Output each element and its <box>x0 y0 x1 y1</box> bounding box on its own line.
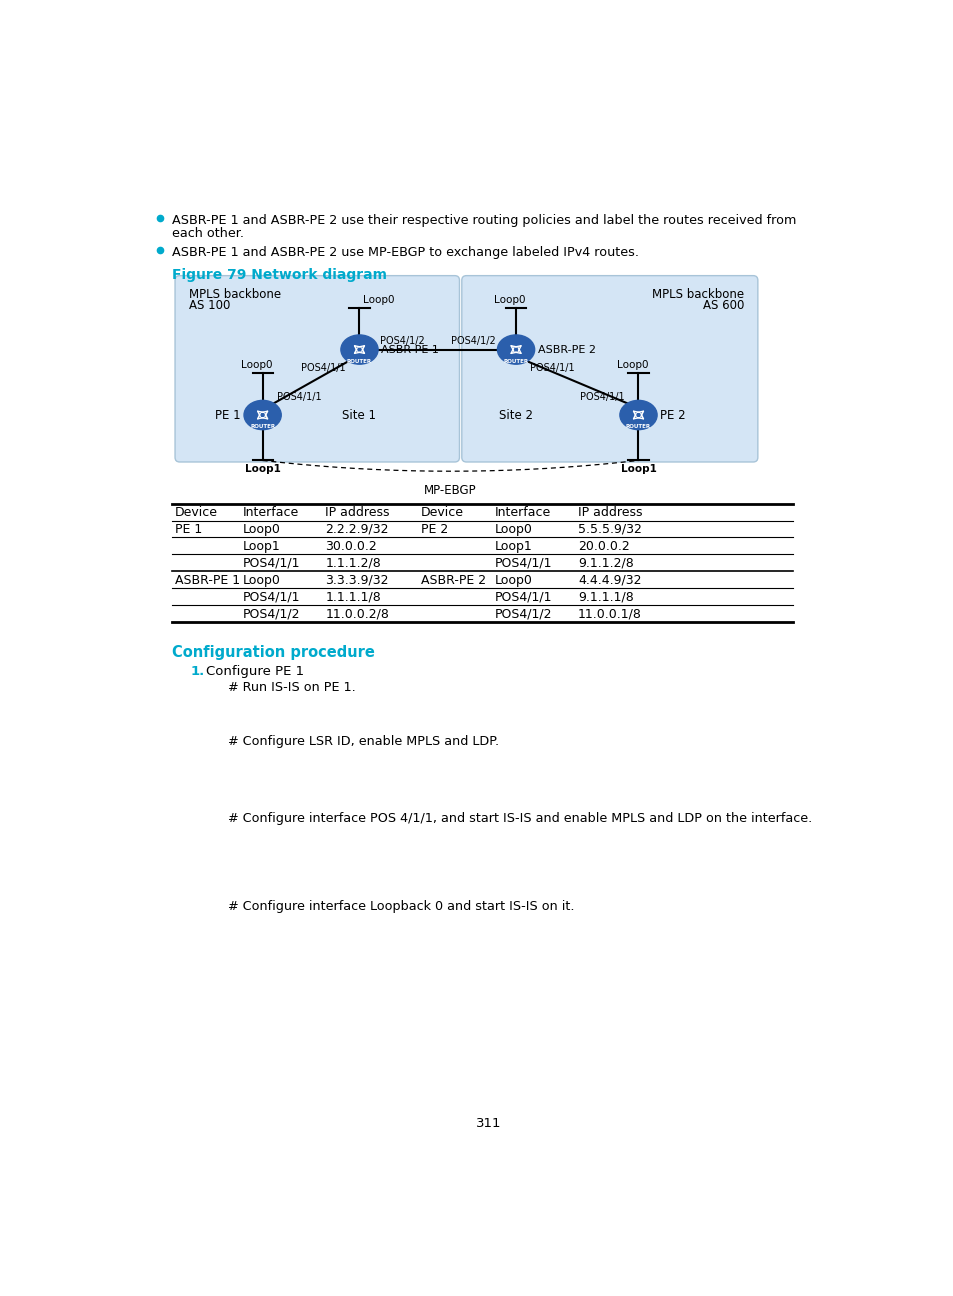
Text: IP address: IP address <box>325 505 390 518</box>
Text: # Configure LSR ID, enable MPLS and LDP.: # Configure LSR ID, enable MPLS and LDP. <box>228 735 498 748</box>
Text: Figure 79 Network diagram: Figure 79 Network diagram <box>172 268 387 283</box>
Text: Loop0: Loop0 <box>241 360 273 371</box>
Text: PE 2: PE 2 <box>420 522 448 535</box>
Text: 11.0.0.2/8: 11.0.0.2/8 <box>325 608 389 621</box>
Text: Loop1: Loop1 <box>619 464 656 474</box>
Text: ASBR-PE 2: ASBR-PE 2 <box>537 345 595 355</box>
Text: 9.1.1.2/8: 9.1.1.2/8 <box>578 557 633 570</box>
Text: 4.4.4.9/32: 4.4.4.9/32 <box>578 574 640 587</box>
Text: ASBR-PE 1 and ASBR-PE 2 use MP-EBGP to exchange labeled IPv4 routes.: ASBR-PE 1 and ASBR-PE 2 use MP-EBGP to e… <box>172 246 639 259</box>
Text: PE 2: PE 2 <box>659 408 685 421</box>
Text: POS4/1/2: POS4/1/2 <box>379 337 424 346</box>
Ellipse shape <box>497 334 534 364</box>
Text: Loop1: Loop1 <box>494 539 532 553</box>
Text: 30.0.0.2: 30.0.0.2 <box>325 539 376 553</box>
Ellipse shape <box>619 400 657 430</box>
Text: 9.1.1.1/8: 9.1.1.1/8 <box>578 591 633 604</box>
Text: Loop0: Loop0 <box>494 522 532 535</box>
Text: Device: Device <box>174 505 218 518</box>
Text: MPLS backbone: MPLS backbone <box>189 288 281 301</box>
Text: ASBR-PE 2: ASBR-PE 2 <box>420 574 485 587</box>
Text: Loop1: Loop1 <box>244 464 280 474</box>
Text: MPLS backbone: MPLS backbone <box>651 288 743 301</box>
Text: # Run IS-IS on PE 1.: # Run IS-IS on PE 1. <box>228 680 355 693</box>
Text: Interface: Interface <box>242 505 298 518</box>
Ellipse shape <box>340 334 377 364</box>
Text: IP address: IP address <box>578 505 642 518</box>
Text: MP-EBGP: MP-EBGP <box>424 485 476 498</box>
Text: 11.0.0.1/8: 11.0.0.1/8 <box>578 608 641 621</box>
Text: 1.1.1.1/8: 1.1.1.1/8 <box>325 591 381 604</box>
Text: ROUTER: ROUTER <box>625 424 650 429</box>
Text: AS 100: AS 100 <box>189 299 230 312</box>
Text: POS4/1/1: POS4/1/1 <box>579 391 623 402</box>
Text: ASBR-PE 1: ASBR-PE 1 <box>381 345 438 355</box>
Text: Configuration procedure: Configuration procedure <box>172 645 375 660</box>
Text: ROUTER: ROUTER <box>250 424 274 429</box>
Text: POS4/1/2: POS4/1/2 <box>494 608 551 621</box>
Text: Device: Device <box>420 505 463 518</box>
Text: POS4/1/1: POS4/1/1 <box>300 363 345 373</box>
Text: Loop0: Loop0 <box>242 574 280 587</box>
FancyBboxPatch shape <box>174 276 459 461</box>
Text: Configure PE 1: Configure PE 1 <box>206 665 304 678</box>
Text: Site 2: Site 2 <box>498 408 533 421</box>
Text: Interface: Interface <box>494 505 550 518</box>
Text: Loop0: Loop0 <box>494 574 532 587</box>
Text: 311: 311 <box>476 1117 501 1130</box>
Text: POS4/1/1: POS4/1/1 <box>494 557 551 570</box>
Text: POS4/1/1: POS4/1/1 <box>276 391 321 402</box>
Text: 3.3.3.9/32: 3.3.3.9/32 <box>325 574 389 587</box>
Text: Loop0: Loop0 <box>494 295 525 305</box>
Ellipse shape <box>244 400 281 430</box>
Text: 1.: 1. <box>191 665 205 678</box>
Text: Loop1: Loop1 <box>242 539 280 553</box>
Text: # Configure interface POS 4/1/1, and start IS-IS and enable MPLS and LDP on the : # Configure interface POS 4/1/1, and sta… <box>228 811 811 824</box>
Text: 2.2.2.9/32: 2.2.2.9/32 <box>325 522 389 535</box>
Text: 5.5.5.9/32: 5.5.5.9/32 <box>578 522 641 535</box>
Text: ASBR-PE 1 and ASBR-PE 2 use their respective routing policies and label the rout: ASBR-PE 1 and ASBR-PE 2 use their respec… <box>172 214 796 227</box>
Text: POS4/1/2: POS4/1/2 <box>242 608 299 621</box>
Text: 20.0.0.2: 20.0.0.2 <box>578 539 629 553</box>
Text: POS4/1/2: POS4/1/2 <box>451 337 496 346</box>
Text: POS4/1/1: POS4/1/1 <box>494 591 551 604</box>
Text: Loop0: Loop0 <box>617 360 648 371</box>
Text: Site 1: Site 1 <box>342 408 376 421</box>
Text: POS4/1/1: POS4/1/1 <box>530 363 575 373</box>
Text: ASBR-PE 1: ASBR-PE 1 <box>174 574 240 587</box>
Text: PE 1: PE 1 <box>215 408 241 421</box>
Text: POS4/1/1: POS4/1/1 <box>242 557 299 570</box>
FancyBboxPatch shape <box>461 276 757 461</box>
Text: ROUTER: ROUTER <box>503 359 528 364</box>
Text: Loop0: Loop0 <box>242 522 280 535</box>
Text: PE 1: PE 1 <box>174 522 202 535</box>
Text: ROUTER: ROUTER <box>347 359 372 364</box>
Text: AS 600: AS 600 <box>701 299 743 312</box>
Text: # Configure interface Loopback 0 and start IS-IS on it.: # Configure interface Loopback 0 and sta… <box>228 901 574 914</box>
Text: each other.: each other. <box>172 227 244 240</box>
Text: 1.1.1.2/8: 1.1.1.2/8 <box>325 557 381 570</box>
Text: Loop0: Loop0 <box>362 295 394 305</box>
Text: POS4/1/1: POS4/1/1 <box>242 591 299 604</box>
